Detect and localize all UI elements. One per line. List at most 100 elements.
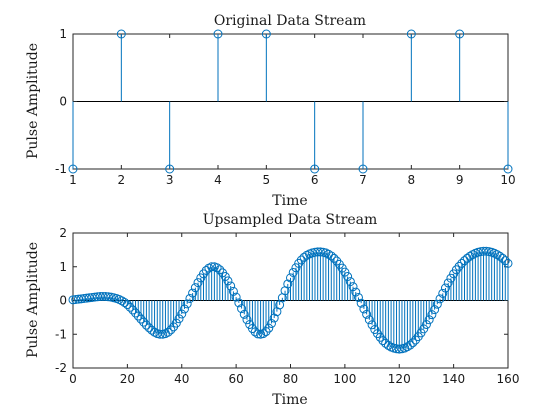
stem-marker (155, 329, 165, 339)
x-tick-label: 7 (359, 173, 367, 187)
stem-marker (163, 327, 173, 337)
stem-marker (283, 279, 293, 289)
stem-marker (351, 287, 361, 297)
stem-marker (185, 293, 195, 303)
stem-marker (353, 292, 363, 302)
stem-marker (435, 294, 445, 304)
y-tick-label: 1 (59, 260, 67, 274)
stem-marker (345, 277, 355, 287)
stem-marker (362, 309, 372, 319)
y-tick-label: -1 (55, 327, 67, 341)
x-tick-label: 4 (214, 173, 222, 187)
stem-marker (264, 323, 274, 333)
stem-marker (120, 298, 130, 308)
stem-marker (329, 253, 339, 263)
plot-area: 0 20 40 60 80 100 120 140 160 -2 -1 0 1 2 (55, 226, 519, 386)
stem-marker (498, 253, 508, 263)
x-tick-label: 140 (442, 372, 465, 386)
x-tick-label: 0 (69, 372, 77, 386)
x-tick-label: 10 (500, 173, 515, 187)
y-tick-label: 2 (59, 226, 67, 240)
stem-marker (131, 308, 141, 318)
chart-title: Upsampled Data Stream (203, 212, 378, 228)
stem-marker (220, 272, 230, 282)
stem-marker (174, 314, 184, 324)
stem-marker (481, 246, 491, 256)
stem-marker (215, 265, 225, 275)
x-tick-label: 40 (174, 372, 189, 386)
stem-marker (432, 299, 442, 309)
x-tick-label: 120 (388, 372, 411, 386)
x-tick-label: 9 (456, 173, 464, 187)
y-tick-label: -1 (55, 162, 67, 176)
stem-marker (440, 283, 450, 293)
stem-marker (310, 164, 320, 174)
stem-marker (226, 281, 236, 291)
x-axis-label: Time (272, 193, 307, 209)
stem-marker (383, 340, 393, 350)
upsampled-data-stream-chart: Upsampled Data Stream Time Pulse Amplitu… (25, 212, 519, 408)
stem-marker (223, 276, 233, 286)
stem-marker (136, 314, 146, 324)
stem-marker (179, 304, 189, 314)
stem-marker (182, 299, 192, 309)
stem-marker (207, 262, 217, 272)
stem-marker (269, 313, 279, 323)
original-data-stream-chart: Original Data Stream Time Pulse Amplitud… (25, 13, 516, 209)
stem-marker (139, 317, 149, 327)
stem-marker (253, 329, 263, 339)
stem-marker (455, 29, 465, 39)
stem-marker (356, 298, 366, 308)
x-tick-label: 5 (263, 173, 271, 187)
stem-marker (315, 247, 325, 257)
plot-area: 1 2 3 4 5 6 7 8 9 10 -1 0 1 (55, 27, 516, 187)
x-tick-label: 20 (120, 372, 135, 386)
stem-marker (266, 318, 276, 328)
stem-marker (166, 325, 176, 335)
x-tick-label: 80 (283, 372, 298, 386)
stem-marker (406, 29, 416, 39)
x-tick-label: 1 (69, 173, 77, 187)
x-tick-label: 160 (497, 372, 520, 386)
stem-marker (193, 278, 203, 288)
stem-marker (503, 164, 513, 174)
stem-marker (125, 302, 135, 312)
stem-marker (141, 320, 151, 330)
stem-marker (438, 288, 448, 298)
x-tick-label: 3 (166, 173, 174, 187)
stem-marker (378, 336, 388, 346)
stem-marker (116, 29, 126, 39)
stem-marker (68, 164, 78, 174)
y-tick-label: 0 (59, 294, 67, 308)
x-tick-label: 60 (228, 372, 243, 386)
stem-marker (421, 319, 431, 329)
stem-marker (419, 324, 429, 334)
stem-marker (239, 309, 249, 319)
stem-marker (261, 29, 271, 39)
stem-marker (228, 286, 238, 296)
stem-marker (258, 329, 268, 339)
stem-marker (367, 320, 377, 330)
stem-marker (394, 344, 404, 354)
stem-marker (326, 251, 336, 261)
stem-marker (171, 318, 181, 328)
stem-marker (286, 273, 295, 283)
stem-marker (165, 164, 175, 174)
stem-marker (231, 292, 241, 302)
stem-marker (446, 273, 456, 283)
stem-marker (465, 251, 475, 261)
stem-marker (343, 272, 353, 282)
stem-marker (457, 258, 467, 268)
stem-marker (364, 315, 374, 325)
x-tick-label: 100 (333, 372, 356, 386)
stem-marker (454, 261, 464, 271)
stem-marker (495, 251, 505, 261)
x-tick-label: 6 (311, 173, 319, 187)
stem-marker (212, 263, 222, 273)
x-tick-label: 8 (408, 173, 416, 187)
stem-marker (348, 282, 358, 292)
stem-marker (128, 305, 138, 315)
stem-marker (443, 278, 453, 288)
stem-marker (177, 309, 187, 319)
